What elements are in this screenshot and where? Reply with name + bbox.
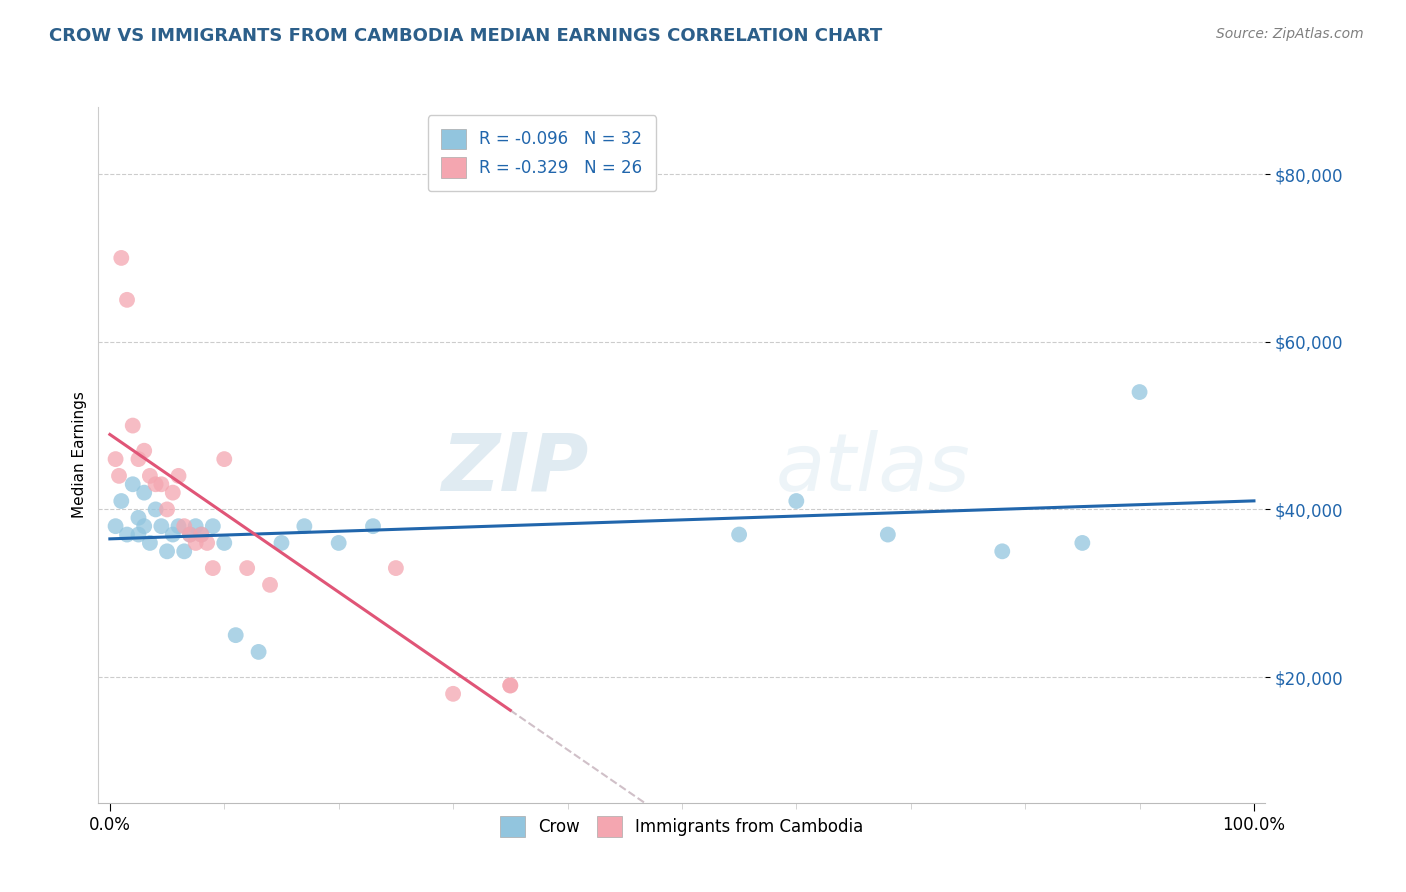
Point xyxy=(195,536,218,550)
Point xyxy=(225,628,247,642)
Point xyxy=(184,519,207,533)
Point xyxy=(156,544,179,558)
Point xyxy=(499,678,522,692)
Point xyxy=(110,251,132,265)
Point xyxy=(785,494,807,508)
Point xyxy=(214,536,236,550)
Y-axis label: Median Earnings: Median Earnings xyxy=(72,392,87,518)
Point xyxy=(1128,385,1150,400)
Point xyxy=(441,687,464,701)
Point xyxy=(162,485,184,500)
Point xyxy=(173,519,195,533)
Point xyxy=(162,527,184,541)
Point xyxy=(115,527,138,541)
Point xyxy=(139,468,162,483)
Point xyxy=(179,527,201,541)
Point xyxy=(134,485,156,500)
Point xyxy=(110,494,132,508)
Point xyxy=(201,561,224,575)
Legend: Crow, Immigrants from Cambodia: Crow, Immigrants from Cambodia xyxy=(494,810,870,843)
Point xyxy=(134,519,156,533)
Point xyxy=(1071,536,1094,550)
Point xyxy=(104,452,127,467)
Point xyxy=(145,502,167,516)
Point xyxy=(150,477,173,491)
Point xyxy=(214,452,236,467)
Point xyxy=(121,477,143,491)
Point xyxy=(115,293,138,307)
Point xyxy=(190,527,212,541)
Text: Source: ZipAtlas.com: Source: ZipAtlas.com xyxy=(1216,27,1364,41)
Point xyxy=(499,678,522,692)
Point xyxy=(104,519,127,533)
Point xyxy=(127,452,149,467)
Point xyxy=(121,418,143,433)
Text: CROW VS IMMIGRANTS FROM CAMBODIA MEDIAN EARNINGS CORRELATION CHART: CROW VS IMMIGRANTS FROM CAMBODIA MEDIAN … xyxy=(49,27,883,45)
Point xyxy=(190,527,212,541)
Point xyxy=(167,468,190,483)
Point xyxy=(728,527,751,541)
Point xyxy=(167,519,190,533)
Point xyxy=(385,561,408,575)
Point xyxy=(134,443,156,458)
Point xyxy=(259,578,281,592)
Point xyxy=(108,468,131,483)
Point xyxy=(184,536,207,550)
Point xyxy=(876,527,898,541)
Point xyxy=(173,544,195,558)
Point xyxy=(991,544,1014,558)
Point xyxy=(201,519,224,533)
Point xyxy=(127,510,149,524)
Point xyxy=(179,527,201,541)
Point xyxy=(156,502,179,516)
Point xyxy=(145,477,167,491)
Text: ZIP: ZIP xyxy=(441,430,589,508)
Point xyxy=(292,519,315,533)
Text: atlas: atlas xyxy=(775,430,970,508)
Point xyxy=(150,519,173,533)
Point xyxy=(236,561,259,575)
Point xyxy=(270,536,292,550)
Point xyxy=(361,519,384,533)
Point xyxy=(139,536,162,550)
Point xyxy=(127,527,149,541)
Point xyxy=(247,645,270,659)
Point xyxy=(328,536,350,550)
